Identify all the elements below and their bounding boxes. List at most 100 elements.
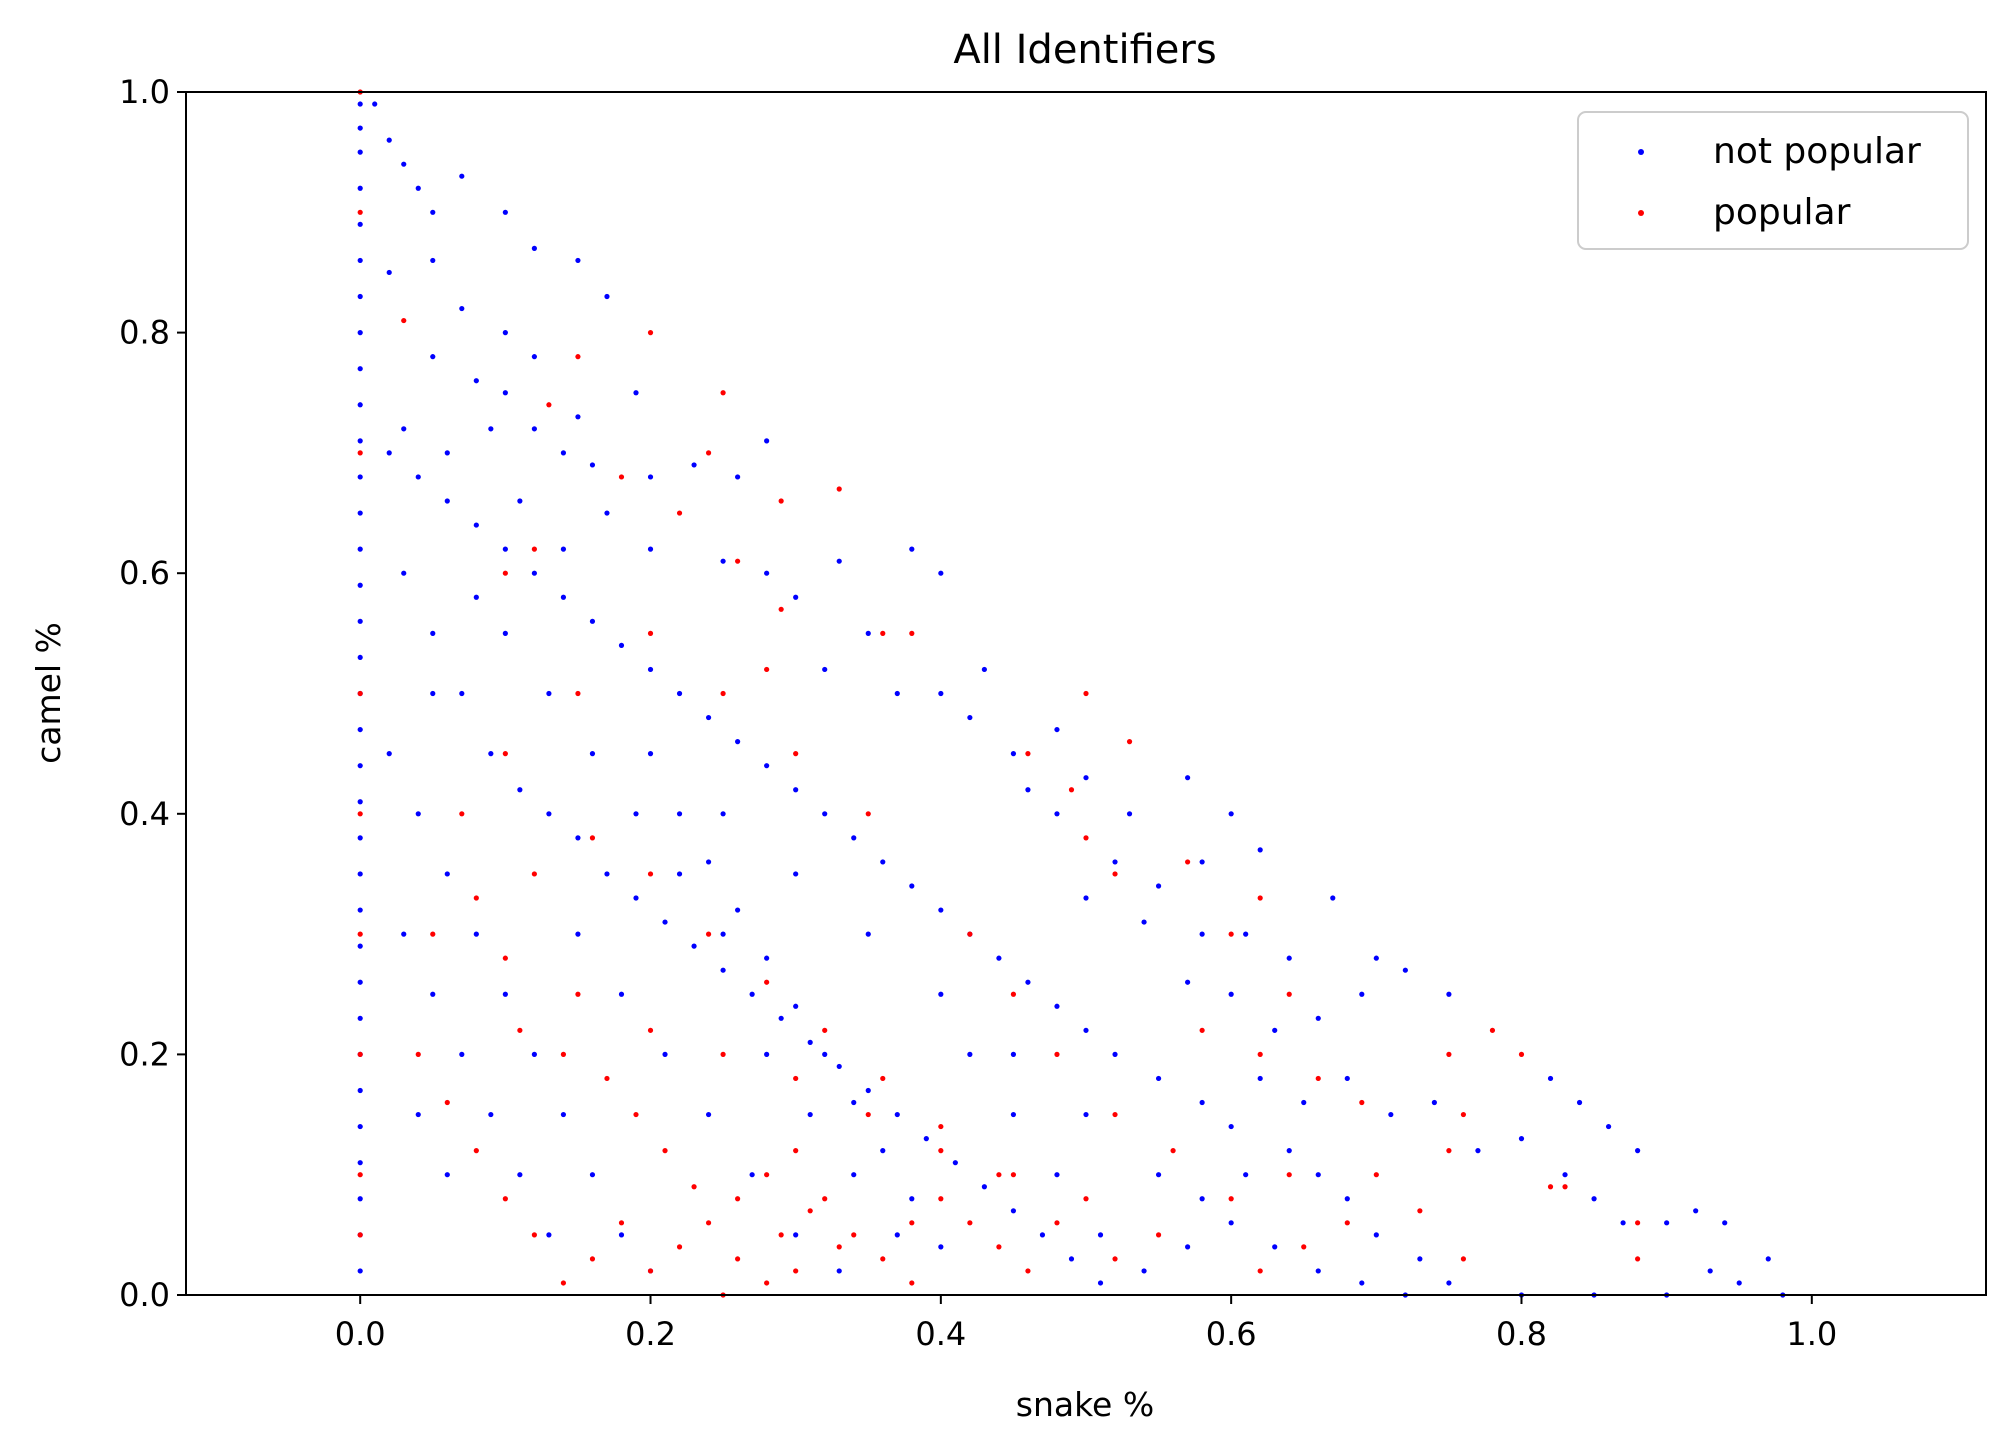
legend: not popular popular <box>1577 111 1969 250</box>
point-popular <box>1083 690 1089 697</box>
point-not-popular <box>357 366 363 372</box>
point-not-popular <box>1112 859 1118 865</box>
point-not-popular <box>1185 775 1191 781</box>
legend-label-not-popular: not popular <box>1713 131 1921 172</box>
point-not-popular <box>560 594 567 600</box>
point-not-popular <box>444 450 450 456</box>
point-not-popular <box>691 462 697 468</box>
point-popular <box>531 1232 537 1238</box>
point-not-popular <box>618 642 625 648</box>
point-not-popular <box>764 438 770 444</box>
legend-marker-not-popular <box>1638 149 1644 155</box>
point-popular <box>705 931 712 937</box>
point-not-popular <box>633 390 639 396</box>
point-popular <box>938 1123 944 1130</box>
point-not-popular <box>793 1232 799 1238</box>
point-not-popular <box>357 402 363 408</box>
point-not-popular <box>560 546 567 552</box>
point-not-popular <box>488 1111 494 1118</box>
point-popular <box>836 486 842 492</box>
point-not-popular <box>357 582 363 588</box>
point-popular <box>357 450 363 456</box>
point-not-popular <box>546 811 552 817</box>
point-not-popular <box>981 1184 987 1190</box>
point-popular <box>1170 1148 1176 1154</box>
point-not-popular <box>1518 1136 1525 1142</box>
point-not-popular <box>618 1232 625 1238</box>
point-not-popular <box>488 426 494 432</box>
point-not-popular <box>1664 1220 1670 1226</box>
point-popular <box>967 1220 973 1226</box>
point-popular <box>1112 871 1118 877</box>
point-not-popular <box>401 570 407 576</box>
point-not-popular <box>357 763 363 769</box>
x-tick-label: 0.6 <box>1206 1315 1257 1353</box>
point-popular <box>531 871 537 877</box>
point-popular <box>1010 1172 1017 1178</box>
point-popular <box>560 1280 567 1286</box>
point-not-popular <box>517 498 523 504</box>
point-not-popular <box>1025 979 1031 985</box>
point-not-popular <box>1315 1268 1321 1274</box>
point-not-popular <box>662 1051 668 1057</box>
point-popular <box>357 209 363 215</box>
point-not-popular <box>1315 1172 1321 1178</box>
point-not-popular <box>1083 1111 1089 1118</box>
point-popular <box>851 1232 857 1238</box>
point-not-popular <box>1039 1232 1046 1238</box>
y-tick-label: 0.0 <box>119 1276 170 1314</box>
point-popular <box>938 1148 944 1154</box>
point-not-popular <box>386 269 392 276</box>
point-not-popular <box>357 149 363 155</box>
point-not-popular <box>793 1003 799 1009</box>
x-axis-label: snake % <box>1016 1385 1154 1424</box>
point-not-popular <box>1068 1256 1075 1262</box>
point-popular <box>778 606 784 612</box>
point-popular <box>1257 1051 1263 1057</box>
point-not-popular <box>1446 1280 1452 1286</box>
point-not-popular <box>546 1232 552 1238</box>
point-not-popular <box>851 835 857 841</box>
point-popular <box>618 474 625 480</box>
point-not-popular <box>546 690 552 697</box>
point-not-popular <box>517 1172 523 1178</box>
point-popular <box>1228 931 1234 937</box>
point-popular <box>1635 1256 1641 1262</box>
point-not-popular <box>1388 1111 1394 1118</box>
point-popular <box>764 1280 770 1286</box>
point-not-popular <box>705 859 712 865</box>
point-not-popular <box>1199 1099 1205 1106</box>
point-popular <box>865 811 871 817</box>
point-popular <box>1286 991 1292 997</box>
point-popular <box>575 991 581 997</box>
point-popular <box>357 1051 363 1057</box>
point-not-popular <box>938 690 944 697</box>
point-not-popular <box>357 1160 363 1166</box>
point-not-popular <box>807 1111 813 1118</box>
point-not-popular <box>357 330 363 336</box>
point-popular <box>531 546 537 552</box>
y-tick-label: 1.0 <box>119 73 170 111</box>
point-not-popular <box>357 1015 363 1021</box>
point-not-popular <box>1605 1123 1612 1130</box>
point-not-popular <box>1155 1172 1162 1178</box>
point-popular <box>1054 1220 1060 1226</box>
point-popular <box>357 811 363 817</box>
point-not-popular <box>923 1136 929 1142</box>
point-popular <box>836 1244 842 1250</box>
point-not-popular <box>1141 1268 1147 1274</box>
point-not-popular <box>604 510 610 516</box>
point-not-popular <box>938 907 944 913</box>
point-not-popular <box>430 209 436 215</box>
point-not-popular <box>1562 1172 1568 1178</box>
point-popular <box>1417 1208 1423 1214</box>
x-axis-ticks: 0.0 0.2 0.4 0.6 0.8 1.0 <box>335 1295 1837 1353</box>
point-not-popular <box>1228 991 1234 997</box>
point-popular <box>705 1220 712 1226</box>
point-popular <box>720 690 726 697</box>
point-not-popular <box>357 1268 363 1274</box>
point-popular <box>357 1172 363 1178</box>
point-popular <box>996 1172 1002 1178</box>
point-not-popular <box>981 666 987 673</box>
point-not-popular <box>430 991 436 997</box>
